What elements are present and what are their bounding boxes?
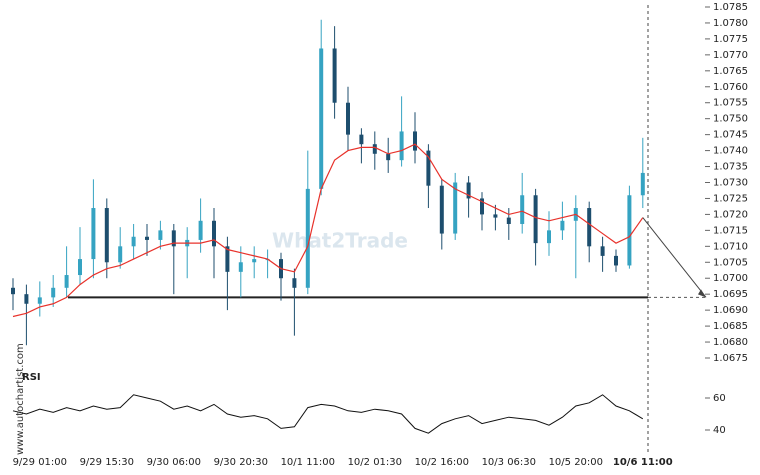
candle-body: [252, 259, 257, 263]
y-tick-label: 1.0695: [713, 289, 748, 300]
y-tick-label: 1.0680: [713, 337, 748, 348]
candle-body: [78, 259, 82, 276]
x-tick-label: 10/5 20:00: [549, 457, 603, 468]
x-tick-label: 10/3 06:30: [482, 457, 536, 468]
rsi-title: RSI: [22, 372, 41, 383]
y-tick-label: 1.0735: [713, 162, 748, 173]
x-tick-label: 9/29 01:00: [13, 457, 67, 468]
candle-body: [506, 217, 511, 224]
y-tick-label: 1.0775: [713, 34, 748, 45]
candle-body: [560, 220, 565, 231]
watermark: What2Trade: [272, 229, 408, 253]
candle-body: [520, 195, 525, 224]
candle-body: [24, 294, 29, 304]
candle-body: [118, 246, 123, 263]
rsi-tick-label: 40: [713, 425, 726, 436]
x-tick-label: 10/1 11:00: [281, 457, 335, 468]
candle-body: [346, 102, 350, 135]
y-tick-label: 1.0710: [713, 241, 748, 252]
y-tick-label: 1.0700: [713, 273, 748, 284]
arrow-head: [698, 289, 706, 298]
candle-body: [332, 48, 337, 103]
x-tick-label: 9/29 15:30: [80, 457, 134, 468]
x-tick-label: 10/6 11:00: [613, 457, 673, 468]
y-tick-label: 1.0720: [713, 209, 748, 220]
y-tick-label: 1.0715: [713, 225, 748, 236]
candle-body: [238, 262, 243, 272]
y-tick-label: 1.0765: [713, 66, 748, 77]
candle-body: [426, 150, 431, 186]
moving-average: [12, 143, 644, 318]
candle-body: [225, 246, 230, 272]
rsi-tick-label: 60: [713, 393, 726, 404]
candle-body: [359, 134, 364, 145]
candle-body: [171, 230, 176, 247]
candle-body: [64, 275, 69, 288]
candle-body: [305, 188, 310, 288]
candle-body: [158, 230, 163, 240]
candle-body: [493, 214, 498, 218]
candle-body: [319, 48, 324, 189]
y-tick-label: 1.0675: [713, 353, 748, 364]
candle-body: [11, 287, 15, 295]
y-tick-label: 1.0755: [713, 98, 748, 109]
candle-body: [212, 220, 216, 247]
y-tick-label: 1.0770: [713, 50, 748, 61]
candle-body: [640, 172, 645, 196]
candle-body: [292, 278, 297, 288]
y-tick-label: 1.0705: [713, 257, 748, 268]
candle-body: [587, 208, 592, 247]
candle-body: [145, 236, 149, 240]
x-tick-label: 9/30 20:30: [214, 457, 268, 468]
y-tick-label: 1.0760: [713, 82, 748, 93]
y-tick-label: 1.0780: [713, 18, 748, 29]
candle-body: [627, 195, 632, 266]
candle-body: [104, 208, 109, 263]
candle-body: [533, 195, 538, 244]
y-tick-label: 1.0745: [713, 130, 748, 141]
candle-body: [547, 230, 551, 244]
y-tick-label: 1.0740: [713, 146, 748, 157]
source-label: www.autochartist.com: [15, 343, 26, 455]
rsi-line: [12, 394, 644, 434]
x-tick-label: 10/2 16:00: [415, 457, 469, 468]
candle-body: [399, 131, 404, 161]
candle-body: [51, 287, 56, 298]
forecast-arrow: [642, 217, 707, 298]
candle-body: [453, 182, 458, 234]
candle-body: [600, 246, 605, 256]
x-tick-label: 10/2 01:30: [348, 457, 402, 468]
candle-body: [131, 236, 136, 247]
y-tick-label: 1.0785: [713, 2, 748, 13]
candle-body: [198, 220, 203, 240]
candle-body: [480, 198, 484, 215]
candle-body: [413, 131, 417, 151]
candle-body: [37, 297, 42, 304]
candle-body: [614, 255, 618, 266]
candle-body: [439, 185, 444, 234]
candle-body: [372, 144, 377, 154]
candle-body: [386, 153, 391, 161]
x-tick-label: 9/30 06:00: [147, 457, 201, 468]
candle-body: [466, 182, 471, 199]
candle-body: [91, 208, 96, 260]
y-tick-label: 1.0685: [713, 321, 748, 332]
y-tick-label: 1.0725: [713, 193, 748, 204]
y-tick-label: 1.0730: [713, 178, 748, 189]
y-tick-label: 1.0690: [713, 305, 748, 316]
y-tick-label: 1.0750: [713, 114, 748, 125]
